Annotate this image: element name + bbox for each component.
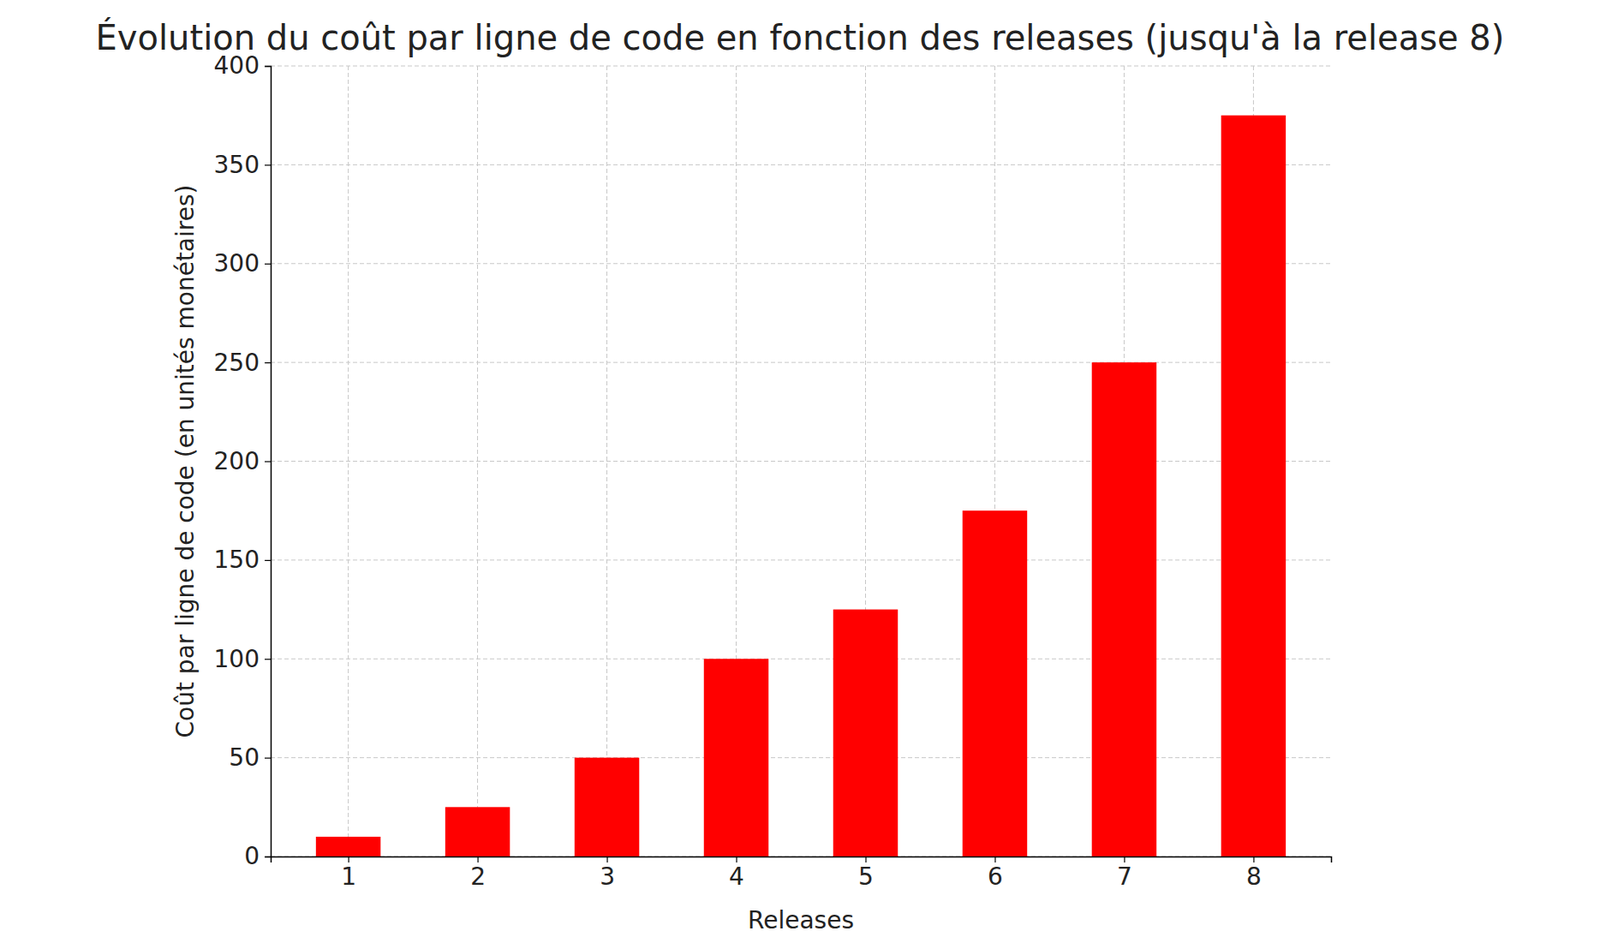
tick-mark (264, 658, 271, 660)
tick: 100 (214, 644, 271, 674)
tick-mark (264, 362, 271, 364)
grid-line (270, 460, 1332, 462)
y-axis-title: Coût par ligne de code (en unités monéta… (171, 185, 200, 739)
plot: 12345678050100150200250300350400 (214, 51, 1332, 890)
grid-line (270, 658, 1332, 660)
tick-label: 300 (214, 249, 260, 278)
tick: 50 (228, 743, 271, 772)
grid-line (477, 65, 478, 857)
tick-label: 200 (214, 447, 260, 476)
axis-line (264, 66, 272, 858)
grid-line (270, 757, 1332, 759)
tick: 150 (214, 545, 271, 574)
bar (574, 758, 639, 857)
axis-line (271, 857, 1332, 864)
bar (833, 609, 898, 857)
tick-label: 50 (228, 743, 260, 772)
tick-label: 350 (214, 150, 260, 180)
bar (704, 658, 769, 857)
grid-line (606, 65, 608, 857)
grid (270, 65, 1332, 857)
tick-mark (264, 758, 271, 759)
tick-label: 2 (470, 862, 486, 891)
tick: 300 (214, 249, 271, 278)
tick-label: 1 (340, 862, 357, 891)
tick-label: 3 (599, 862, 615, 891)
tick-label: 6 (987, 862, 1003, 891)
tick: 350 (214, 150, 271, 180)
tick: 4 (728, 856, 745, 891)
tick-label: 100 (214, 644, 260, 674)
tick: 7 (1116, 856, 1133, 891)
tick: 8 (1246, 856, 1262, 891)
y-axis: 050100150200250300350400 (214, 51, 272, 871)
grid-line (270, 559, 1332, 561)
tick-mark (264, 164, 271, 166)
tick-label: 8 (1246, 862, 1262, 891)
tick: 1 (340, 856, 357, 891)
title: Évolution du coût par ligne de code en f… (95, 17, 1505, 58)
tick-mark (264, 460, 271, 462)
tick-label: 250 (214, 348, 260, 377)
bar (445, 806, 510, 857)
bar (1092, 362, 1157, 857)
tick-label: 7 (1116, 862, 1133, 891)
bar (962, 510, 1027, 857)
grid-line (270, 362, 1332, 364)
tick: 200 (214, 447, 271, 476)
bar (1221, 115, 1286, 857)
tick: 2 (470, 856, 486, 891)
grid-line (270, 65, 1332, 67)
tick-label: 5 (858, 862, 874, 891)
bar (316, 836, 381, 857)
tick-label: 150 (214, 545, 260, 574)
tick: 250 (214, 348, 271, 377)
chart: 12345678050100150200250300350400Évolutio… (0, 0, 1600, 949)
grid-line (270, 262, 1332, 264)
tick-mark (264, 65, 271, 67)
tick-mark (264, 856, 271, 858)
tick: 6 (987, 856, 1003, 891)
bars (316, 115, 1286, 857)
tick-mark (264, 560, 271, 562)
tick-mark (264, 263, 271, 265)
tick-label: 4 (728, 862, 745, 891)
x-axis: 1 2 3 4 5 6 7 8 (271, 856, 1332, 891)
grid-line (270, 164, 1332, 166)
tick-label: 0 (244, 841, 260, 871)
grid-line (347, 65, 349, 857)
tick: 0 (244, 841, 271, 871)
tick: 5 (858, 856, 874, 891)
x-axis-title: Releases (747, 906, 854, 935)
tick: 3 (599, 856, 615, 891)
